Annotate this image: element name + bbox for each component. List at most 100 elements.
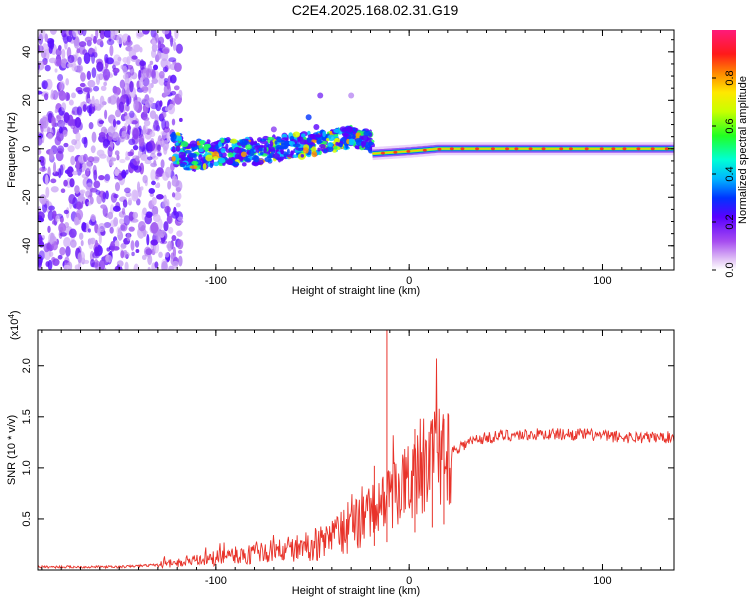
noise-blob [54,108,58,114]
noise-blob [164,120,170,130]
noise-blob [156,231,161,243]
noise-blob [44,174,49,186]
noise-blob [150,239,159,246]
noise-blob [169,74,177,84]
noise-blob [151,39,157,45]
noise-blob [161,118,167,131]
ridge-blob [339,142,343,148]
noise-blob [58,90,66,101]
noise-blob [127,197,133,204]
noise-blob [171,118,176,126]
ridge-blob [361,134,369,141]
ridge-blob [245,144,252,150]
noise-blob [114,109,121,118]
noise-blob [108,161,114,167]
noise-blob [81,221,87,231]
noise-blob [78,122,83,131]
noise-blob [148,82,152,94]
noise-blob [126,232,131,242]
noise-blob [99,153,107,159]
noise-blob [142,125,146,135]
noise-blob [112,54,121,66]
noise-blob [114,182,121,192]
noise-blob [63,179,68,187]
ridge-blob [341,132,349,136]
ridge-blob [335,141,339,146]
ridge-blob [241,162,247,167]
noise-blob [103,81,108,87]
noise-blob [58,126,63,134]
noise-blob [109,226,114,234]
noise-blob [104,53,109,64]
colorbar-gradient [712,30,736,270]
noise-blob [69,178,75,188]
noise-blob [107,146,113,158]
ridge-blob [171,145,176,153]
noise-blob [53,161,57,174]
noise-blob [59,232,67,237]
ridge-blob [306,136,312,144]
noise-blob [167,226,174,234]
ridge-blob [299,139,307,145]
noise-blob [92,35,97,44]
ridge-blob [305,114,312,121]
ridge-blob [225,159,234,165]
noise-blob [158,70,165,79]
noise-blob [133,263,140,270]
noise-blob [154,261,159,269]
noise-blob [172,41,177,52]
noise-blob [126,151,134,157]
ridge-blob [263,147,268,153]
noise-blob [166,213,172,224]
noise-blob [156,140,164,145]
noise-blob [88,122,94,130]
ridge-blob [333,128,341,133]
page-title: C2E4.2025.168.02.31.G19 [291,2,459,18]
noise-blob [47,225,51,234]
noise-blob [149,110,157,120]
peak-blob [514,147,519,151]
noise-blob [150,221,159,234]
noise-blob [168,265,175,270]
ridge-blob [206,139,211,144]
ridge-blob [279,149,285,154]
noise-blob [57,119,66,128]
spectrogram-axes: -100 0 100 -40 -20 0 20 40 [21,30,674,287]
ridge-blob [363,130,372,137]
ridge-blob [274,140,278,145]
noise-blob [177,249,183,254]
ridge-blob [180,141,189,148]
noise-blob [128,226,135,232]
noise-blob [48,44,53,54]
noise-blob [91,67,97,79]
ridge-blob [327,142,334,148]
ridge-blob [319,144,326,149]
noise-blob [130,240,135,251]
noise-blob [93,180,101,189]
noise-blob [131,251,135,257]
noise-blob [51,220,56,225]
noise-blob [51,115,56,128]
noise-blob [149,60,154,66]
ridge-blob [179,163,186,168]
noise-blob [163,221,169,232]
noise-blob [121,130,127,138]
snr-scale-factor-close: ) [9,310,21,314]
noise-blob [173,85,180,91]
noise-blob [54,135,62,146]
ridge-blob [272,153,281,159]
noise-blob [152,205,159,215]
noise-blob [59,217,64,223]
spectrogram-frame [37,29,675,271]
snr-scale-factor-exponent: 4 [7,314,16,319]
ridge-blob [213,161,220,167]
noise-blob [168,57,177,63]
ridge-blob [292,143,301,148]
snr-line-layer [38,330,674,570]
noise-blob [146,234,150,246]
ridge-blob [239,138,248,146]
noise-blob [129,80,134,93]
noise-blob [94,239,99,249]
noise-blob [42,43,48,53]
ridge-blob [222,162,226,166]
